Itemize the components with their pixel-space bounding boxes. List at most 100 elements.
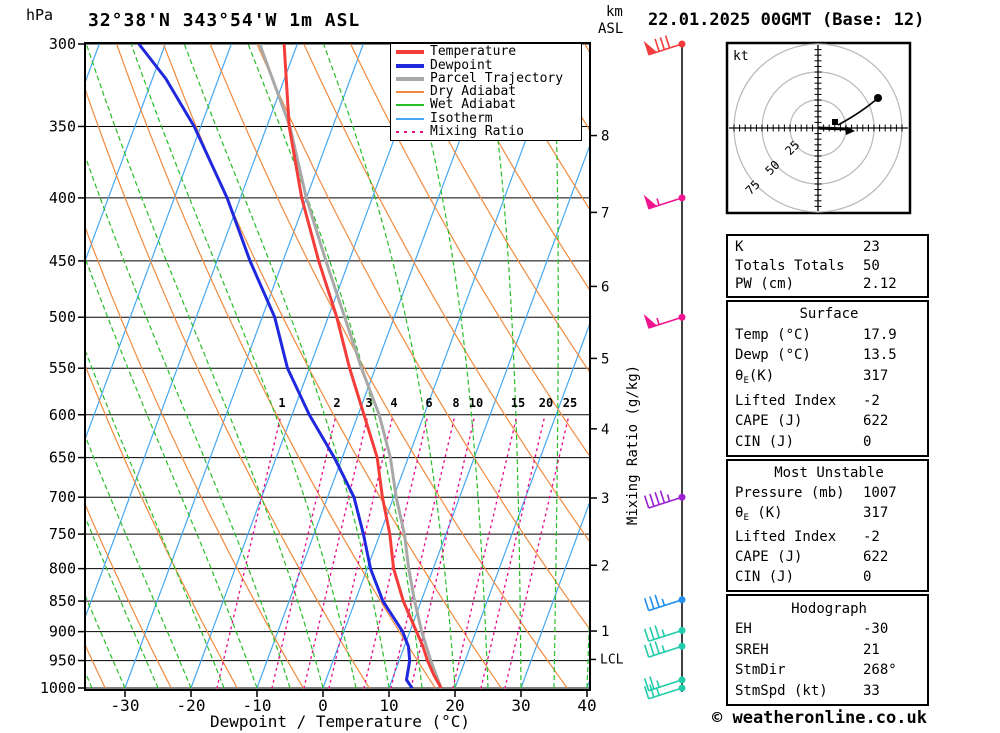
credit-watermark: © weatheronline.co.uk <box>712 708 927 728</box>
dry-adiabat-line <box>0 44 39 688</box>
x-tick-label: -20 <box>177 696 206 715</box>
pressure-tick-label: 300 <box>49 35 76 53</box>
legend: Temperature Dewpoint Parcel Trajectory Dry … <box>390 43 582 141</box>
info-box-indices: K 23 Totals Totals 50 PW (cm) 2.12 <box>726 234 929 298</box>
table-row-value: 622 <box>863 413 889 430</box>
legend-item-label: Isotherm <box>430 110 493 126</box>
isotherm-line <box>454 321 590 689</box>
legend-item-label: Dry Adiabat <box>430 84 517 99</box>
table-row-label: Lifted Index <box>735 392 837 409</box>
table-row: Temp (°C) 17.9 <box>735 326 923 343</box>
hodograph-unit-label: kt <box>733 49 749 64</box>
wet-adiabat-line <box>85 348 225 689</box>
station-title: 32°38'N 343°54'W 1m ASL <box>88 10 361 31</box>
mixing-ratio-line <box>410 414 476 689</box>
pressure-tick-label: 400 <box>49 189 76 207</box>
dry-adiabat-line <box>396 43 590 374</box>
table-row: CAPE (J) 622 <box>735 414 923 429</box>
wind-barb <box>643 35 686 56</box>
mixing-ratio-line <box>328 414 394 689</box>
mixing-ratio-label: 10 <box>469 396 483 410</box>
plot-background <box>0 43 590 689</box>
km-axis-unit: km <box>606 4 623 20</box>
table-row: θE(K) 317 <box>735 367 923 389</box>
wet-adiabat-line <box>405 43 489 689</box>
table-row-value: -30 <box>863 621 889 637</box>
pressure-tick-label: 900 <box>49 623 76 641</box>
info-box-most-unstable: Most Unstable Pressure (mb) 1007 θE (K) 317 L… <box>726 459 929 592</box>
table-row-label: θE (K) <box>735 504 783 523</box>
x-tick-label: 0 <box>318 696 328 715</box>
wet-adiabat-line <box>552 43 559 688</box>
km-tick-label: 3 <box>601 491 609 507</box>
table-row-label: Totals Totals <box>735 257 845 274</box>
hodograph-square-marker <box>832 119 838 125</box>
table-row-label: Temp (°C) <box>735 326 811 343</box>
km-tick-label: 5 <box>601 351 609 367</box>
table-section-header: Hodograph <box>791 600 867 617</box>
pressure-tick-label: 750 <box>49 525 76 543</box>
legend-swatch <box>396 50 424 55</box>
legend-swatch <box>396 130 424 133</box>
km-tick-label: 2 <box>601 558 609 574</box>
legend-item-label: Temperature <box>430 44 517 60</box>
table-row-value: 0 <box>863 569 872 586</box>
table-row: CAPE (J) 622 <box>735 550 923 565</box>
datetime-title: 22.01.2025 00GMT (Base: 12) <box>648 10 925 30</box>
dry-adiabat-line <box>256 43 590 631</box>
x-tick-label: 10 <box>379 696 398 715</box>
legend-item-label: Parcel Trajectory <box>430 70 564 86</box>
hodograph-end-marker <box>874 94 882 102</box>
table-row: Lifted Index -2 <box>735 392 923 409</box>
table-row-value: 21 <box>863 641 880 658</box>
legend-swatch <box>396 91 424 93</box>
table-row-label: CAPE (J) <box>735 413 803 430</box>
info-box-surface: Surface Temp (°C) 17.9 Dewp (°C) 13.5 θE(K) 31… <box>726 300 929 457</box>
table-row-value: -2 <box>863 529 880 546</box>
isotherm-line <box>520 499 590 689</box>
legend-item: Dewpoint <box>396 57 581 73</box>
isotherm-line <box>124 43 364 689</box>
legend-item: Temperature <box>396 44 581 60</box>
table-row: PW (cm) 2.12 <box>735 277 923 292</box>
table-row-label: SREH <box>735 641 769 658</box>
mixing-ratio-label: 6 <box>425 396 432 410</box>
table-row-label: Pressure (mb) <box>735 484 845 501</box>
hodograph-trace-low <box>817 126 847 131</box>
table-row-value: 23 <box>863 238 880 255</box>
km-tick-label: 8 <box>601 129 609 145</box>
isotherm-line <box>388 143 590 689</box>
table-row-value: 317 <box>863 367 889 384</box>
legend-item: Wet Adiabat <box>396 98 581 111</box>
table-row-value: 17.9 <box>863 326 897 343</box>
table-row: Totals Totals 50 <box>735 257 923 274</box>
table-row-label: Dewp (°C) <box>735 347 811 364</box>
pressure-tick-label: 650 <box>49 449 76 467</box>
mixing-ratio-line <box>271 414 337 689</box>
table-row: K 23 <box>735 238 923 255</box>
dry-adiabat-line <box>85 363 238 689</box>
wind-barb <box>643 625 686 642</box>
parcel-curve <box>258 43 443 689</box>
table-row-label: EH <box>735 621 752 637</box>
table-row-value: 0 <box>863 433 872 450</box>
x-tick-label: -10 <box>243 696 272 715</box>
pressure-tick-label: 600 <box>49 406 76 424</box>
wind-barb <box>643 490 686 509</box>
legend-item-label: Dewpoint <box>430 57 493 73</box>
table-row: CIN (J) 0 <box>735 570 923 585</box>
table-row: StmDir 268° <box>735 663 923 678</box>
dry-adiabat-line <box>350 43 590 458</box>
pressure-axis-unit: hPa <box>26 6 54 24</box>
wet-adiabat-line <box>85 43 324 689</box>
table-row-value: 50 <box>863 257 880 274</box>
table-row-label: StmDir <box>735 662 786 678</box>
table-row-label: K <box>735 238 744 255</box>
table-section-header: Most Unstable <box>774 464 884 481</box>
mixing-ratio-line <box>390 414 456 689</box>
mixing-ratio-label: 15 <box>511 396 525 410</box>
hodograph-arrow <box>845 126 855 135</box>
isotherm-line <box>85 43 298 620</box>
